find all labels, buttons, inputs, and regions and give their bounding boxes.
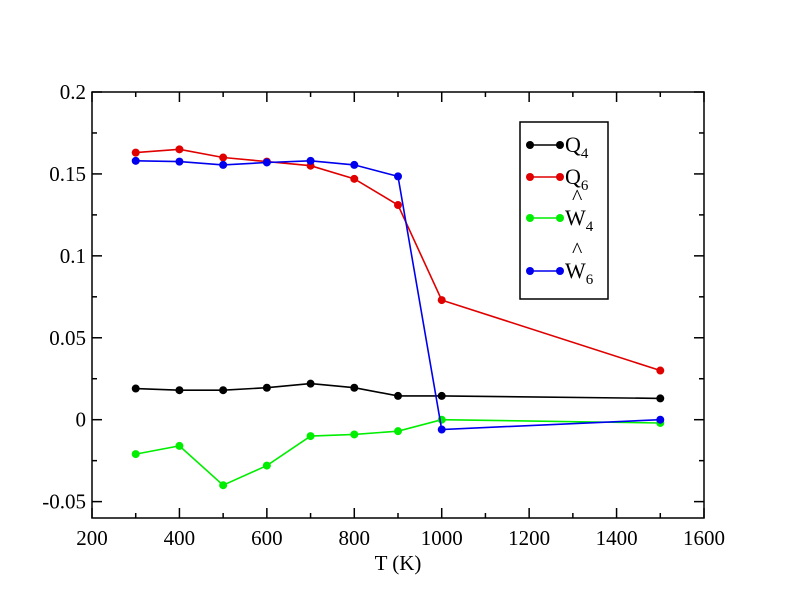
x-tick-label: 1200 bbox=[508, 526, 550, 550]
axes: 200 400 600 800 1000 1200 1400 1600 -0.05 0 0.05 0.… bbox=[42, 80, 725, 550]
data-point-w6 bbox=[219, 160, 228, 169]
data-point-q6 bbox=[175, 145, 184, 154]
data-point-w4 bbox=[350, 430, 359, 439]
legend-box bbox=[519, 121, 609, 300]
legend-label-q4: Q4 bbox=[565, 132, 589, 162]
data-point-q6 bbox=[437, 296, 446, 305]
legend-label-q6: Q6 bbox=[565, 164, 589, 194]
data-point-w6 bbox=[306, 156, 315, 165]
legend-marker-w4 bbox=[556, 214, 564, 222]
data-point-w6 bbox=[175, 157, 184, 166]
legend-marker-q4 bbox=[556, 141, 564, 149]
data-point-q4 bbox=[131, 384, 140, 393]
y-tick-label: 0.2 bbox=[60, 80, 86, 104]
data-point-q4 bbox=[350, 383, 359, 392]
legend-marker-w4 bbox=[526, 214, 534, 222]
data-point-q4 bbox=[437, 391, 446, 400]
data-point-q6 bbox=[656, 366, 665, 375]
data-point-w4 bbox=[219, 481, 228, 490]
data-point-w4 bbox=[262, 461, 271, 470]
y-tick-label: 0 bbox=[76, 408, 87, 432]
y-tick-label: -0.05 bbox=[42, 490, 86, 514]
x-tick-label: 1400 bbox=[596, 526, 638, 550]
data-point-w6 bbox=[131, 156, 140, 165]
x-tick-label: 600 bbox=[251, 526, 283, 550]
legend-label-w6: W6 bbox=[565, 258, 594, 288]
data-point-q4 bbox=[219, 386, 228, 395]
legend-marker-w6 bbox=[556, 267, 564, 275]
legend-hat-w6: ^ bbox=[572, 237, 583, 262]
data-point-w6 bbox=[394, 172, 402, 181]
data-point-q6 bbox=[394, 201, 402, 210]
data-point-w6 bbox=[437, 425, 446, 434]
data-point-q4 bbox=[656, 394, 665, 403]
x-tick-label: 1000 bbox=[421, 526, 463, 550]
data-point-q6 bbox=[131, 148, 140, 157]
x-tick-label: 400 bbox=[164, 526, 196, 550]
y-tick-label: 0.15 bbox=[49, 162, 86, 186]
data-point-w4 bbox=[306, 432, 315, 441]
plot-area bbox=[131, 145, 665, 490]
data-point-w4 bbox=[175, 441, 184, 450]
data-point-w6 bbox=[262, 158, 271, 167]
x-axis-title: T (K) bbox=[375, 551, 422, 575]
legend-marker-q6 bbox=[556, 173, 564, 181]
data-point-q6 bbox=[350, 174, 359, 183]
data-point-q6 bbox=[219, 153, 228, 162]
data-point-q4 bbox=[175, 386, 184, 395]
legend-marker-w6 bbox=[526, 267, 534, 275]
data-point-q4 bbox=[306, 379, 315, 388]
data-point-w6 bbox=[350, 160, 359, 169]
x-tick-label: 800 bbox=[339, 526, 371, 550]
data-point-q4 bbox=[262, 383, 271, 392]
legend-hat-w4: ^ bbox=[572, 184, 583, 209]
x-tick-label: 200 bbox=[76, 526, 108, 550]
data-point-q4 bbox=[394, 391, 402, 400]
data-point-w4 bbox=[394, 427, 402, 436]
legend-marker-q6 bbox=[526, 173, 534, 181]
y-tick-label: 0.05 bbox=[49, 326, 86, 350]
data-point-w4 bbox=[131, 450, 140, 459]
y-tick-label: 0.1 bbox=[60, 244, 86, 268]
x-tick-label: 1600 bbox=[683, 526, 725, 550]
data-point-w6 bbox=[656, 415, 665, 424]
legend-label-w4: W4 bbox=[565, 205, 594, 235]
legend-marker-q4 bbox=[526, 141, 534, 149]
